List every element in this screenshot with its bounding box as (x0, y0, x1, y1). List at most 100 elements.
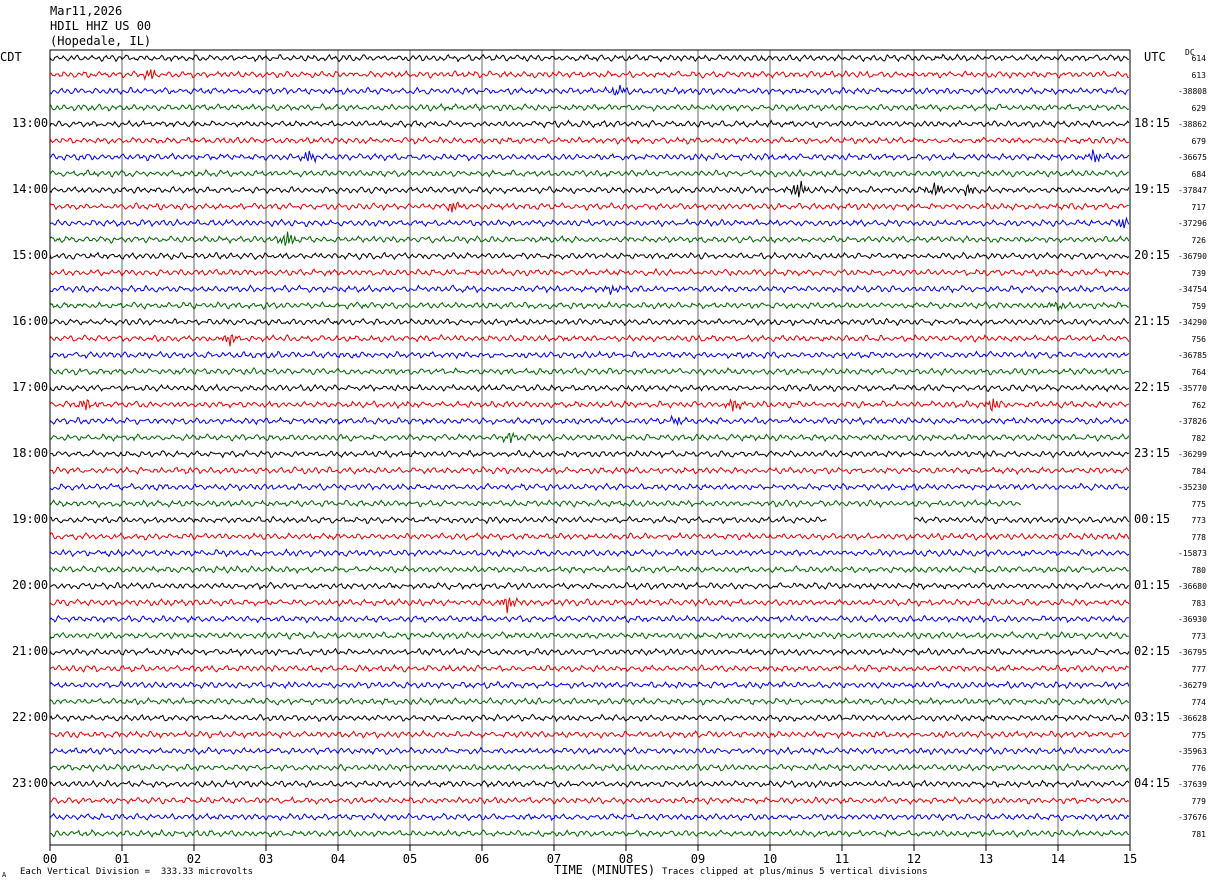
dc-offset-label: -35770 (1178, 384, 1207, 393)
dc-offset-label: -34290 (1178, 318, 1207, 327)
dc-offset-label: 759 (1191, 301, 1206, 311)
x-tick-label: 00 (43, 852, 57, 866)
right-hour-label: 01:15 (1134, 578, 1171, 592)
trace-line (49, 180, 1130, 198)
trace-line (49, 231, 1130, 246)
trace-line (49, 284, 1130, 295)
dc-offset-label: 778 (1191, 532, 1206, 542)
right-hour-label: 21:15 (1134, 314, 1171, 328)
x-tick-label: 14 (1051, 852, 1065, 866)
left-hour-label: 13:00 (12, 116, 49, 130)
dc-offset-label: 614 (1191, 54, 1206, 63)
x-axis-title: TIME (MINUTES) (554, 863, 656, 877)
x-axis-ticks: 00 01 02 03 04 05 06 07 08 09 10 11 12 13 14 15 (43, 845, 1137, 866)
trace-line (49, 267, 1130, 278)
left-hour-label: 16:00 (12, 314, 49, 328)
dc-offset-label: -37639 (1178, 780, 1207, 789)
left-hour-label: 15:00 (12, 248, 49, 262)
left-hour-label: 19:00 (12, 512, 49, 526)
x-tick-label: 15 (1123, 852, 1137, 866)
dc-offset-label: 784 (1191, 466, 1206, 476)
trace-line (49, 149, 1130, 164)
dc-offset-label: 684 (1191, 169, 1206, 179)
trace-line (49, 812, 1130, 822)
right-hour-label: 23:15 (1134, 446, 1171, 460)
dc-offset-label: 783 (1191, 598, 1206, 608)
x-tick-label: 04 (331, 852, 345, 866)
x-tick-label: 13 (979, 852, 993, 866)
trace-line (49, 367, 1130, 377)
trace-line (49, 168, 1129, 178)
trace-line (49, 466, 1130, 476)
trace-line (49, 631, 1129, 641)
right-hour-label: 00:15 (1134, 512, 1171, 526)
seismic-traces (49, 53, 1130, 838)
dc-offset-label: 775 (1191, 499, 1206, 509)
trace-line (49, 414, 1129, 427)
minute-gridlines (49, 50, 1131, 845)
dc-offset-label: -15873 (1178, 549, 1207, 558)
trace-line (49, 216, 1130, 229)
trace-line (49, 334, 1130, 347)
trace-line (49, 84, 1130, 96)
trace-line (49, 398, 1130, 412)
location-label: (Hopedale, IL) (50, 34, 152, 48)
trace-line (49, 102, 1129, 113)
trace-line (49, 317, 1130, 327)
left-hour-label: 17:00 (12, 380, 49, 394)
x-tick-label: 05 (403, 852, 417, 866)
dc-offset-label: 726 (1191, 235, 1206, 245)
dc-offset-label: 774 (1191, 697, 1206, 707)
dc-offset-label: -36675 (1178, 153, 1207, 162)
trace-line (49, 795, 1130, 806)
dc-offset-label: 777 (1191, 664, 1206, 674)
trace-line (49, 69, 1129, 81)
dc-offset-label: 773 (1191, 516, 1206, 525)
dc-offset-label: -37826 (1178, 417, 1207, 426)
date-label: Mar11,2026 (50, 4, 123, 18)
trace-line (49, 251, 1130, 261)
trace-line (49, 713, 1130, 723)
left-hour-label: 22:00 (12, 710, 49, 724)
trace-line (49, 548, 1130, 558)
dc-offset-label: -38862 (1178, 120, 1207, 129)
dc-offset-label: 717 (1191, 202, 1206, 212)
left-hour-label: 21:00 (12, 644, 49, 658)
trace-line (49, 581, 1130, 591)
dc-offset-label: 779 (1191, 796, 1206, 806)
dc-offset-label: 629 (1191, 103, 1206, 113)
clip-note: Traces clipped at plus/minus 5 vertical … (662, 867, 928, 877)
dc-offset-label: 781 (1191, 829, 1206, 839)
trace-line (49, 482, 1130, 492)
dc-offset-label: 679 (1191, 136, 1206, 146)
dc-header-label: DC (1185, 48, 1195, 57)
trace-line (49, 53, 1129, 63)
plot-frame (49, 49, 1131, 846)
right-hour-label: 22:15 (1134, 380, 1171, 394)
trace-line (49, 565, 1129, 575)
dc-offset-label: -36680 (1178, 582, 1207, 591)
right-timezone-label: UTC (1144, 50, 1166, 64)
right-hour-label: 02:15 (1134, 644, 1171, 658)
x-tick-label: 09 (691, 852, 705, 866)
station-label: HDIL HHZ US 00 (50, 19, 152, 33)
x-tick-label: 02 (187, 852, 201, 866)
dc-offset-label: -37847 (1178, 186, 1207, 195)
dc-offset-label: -35963 (1178, 747, 1207, 756)
trace-line (49, 498, 1022, 509)
dc-offset-label: -36299 (1178, 450, 1207, 459)
dc-offset-label: 762 (1191, 400, 1206, 410)
left-hour-label: 18:00 (12, 446, 49, 460)
dc-offset-label: 756 (1191, 334, 1206, 344)
dc-offset-label: 776 (1191, 763, 1206, 773)
trace-line (49, 614, 1129, 624)
trace-line (49, 531, 1130, 541)
x-tick-label: 03 (259, 852, 273, 866)
trace-line (913, 515, 1130, 525)
left-hour-label: 14:00 (12, 182, 49, 196)
x-tick-label: 06 (475, 852, 489, 866)
trace-line (49, 201, 1129, 213)
trace-line (49, 136, 1130, 145)
trace-line (49, 515, 827, 525)
